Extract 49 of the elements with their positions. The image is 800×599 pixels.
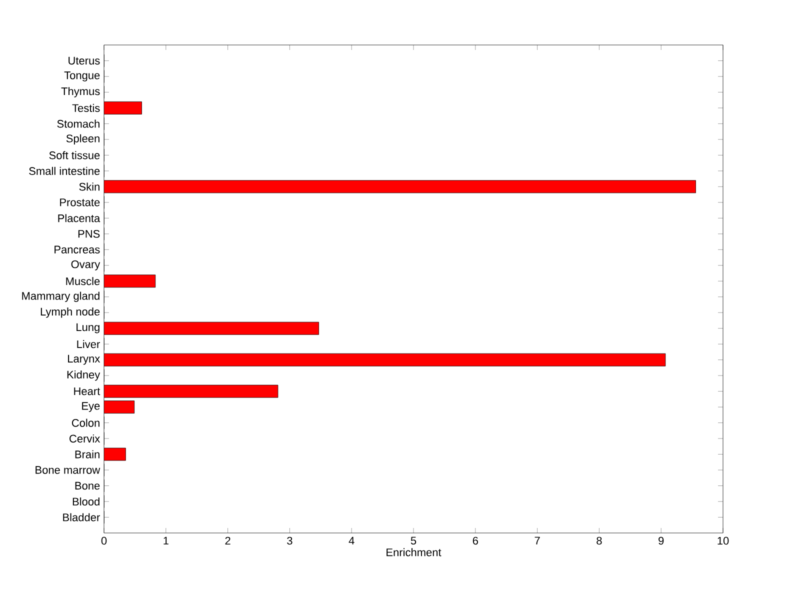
- y-tick-label: Placenta: [58, 214, 100, 222]
- y-tick-label: Pancreas: [54, 246, 100, 254]
- y-tick-label: Skin: [79, 182, 100, 191]
- y-tick-label: Ovary: [71, 260, 100, 270]
- y-tick-label: Thymus: [61, 87, 100, 98]
- y-tick-label: Colon: [72, 418, 100, 427]
- y-tick-label: Lung: [76, 323, 100, 334]
- y-tick-label: PNS: [78, 230, 100, 238]
- y-tick-label: Uterus: [68, 56, 100, 65]
- y-tick-label: Bladder: [63, 513, 100, 522]
- y-tick-label: Mammary gland: [22, 292, 100, 302]
- y-tick-label: Brain: [75, 450, 100, 458]
- y-tick-label: Prostate: [60, 198, 100, 206]
- y-tick-label: Soft tissue: [49, 151, 100, 160]
- y-tick-label: Larynx: [68, 354, 100, 365]
- y-tick-label: Testis: [72, 104, 100, 112]
- y-tick-label: Muscle: [66, 277, 100, 286]
- bar: [104, 180, 696, 194]
- y-tick-label: Spleen: [66, 134, 100, 145]
- y-tick-label: Heart: [74, 387, 100, 396]
- y-tick-label: Stomach: [57, 120, 100, 128]
- y-tick-label: Liver: [77, 340, 100, 348]
- y-tick-label: Eye: [82, 402, 100, 412]
- bar: [104, 102, 142, 114]
- y-tick-label: Cervix: [70, 434, 100, 443]
- y-tick-label: Small intestine: [29, 166, 100, 175]
- x-tick-label: 10: [718, 536, 729, 545]
- y-tick-label: Tongue: [64, 72, 100, 82]
- bar: [104, 384, 278, 398]
- x-tick-label: 5: [410, 536, 416, 545]
- x-tick-label: 0: [101, 536, 107, 545]
- y-tick-label: Bone: [75, 482, 100, 490]
- x-tick-label: 4: [348, 536, 354, 544]
- bar: [104, 322, 320, 335]
- x-tick-label: 8: [596, 536, 602, 545]
- bar: [104, 274, 156, 288]
- x-tick-label: 1: [164, 536, 168, 544]
- bar: [104, 400, 135, 414]
- x-tick-label: 9: [658, 536, 664, 545]
- y-tick-label: Blood: [72, 497, 100, 506]
- y-tick-label: Lymph node: [40, 307, 100, 318]
- x-tick-label: 2: [225, 536, 230, 545]
- x-tick-label: 7: [534, 536, 540, 544]
- x-tick-label: 6: [472, 536, 478, 545]
- y-tick-label: Bone marrow: [36, 466, 100, 474]
- x-tick-label: 3: [287, 536, 292, 545]
- bar: [104, 353, 666, 366]
- x-axis-title: Enrichment: [386, 548, 442, 556]
- y-tick-label: Kidney: [67, 370, 100, 381]
